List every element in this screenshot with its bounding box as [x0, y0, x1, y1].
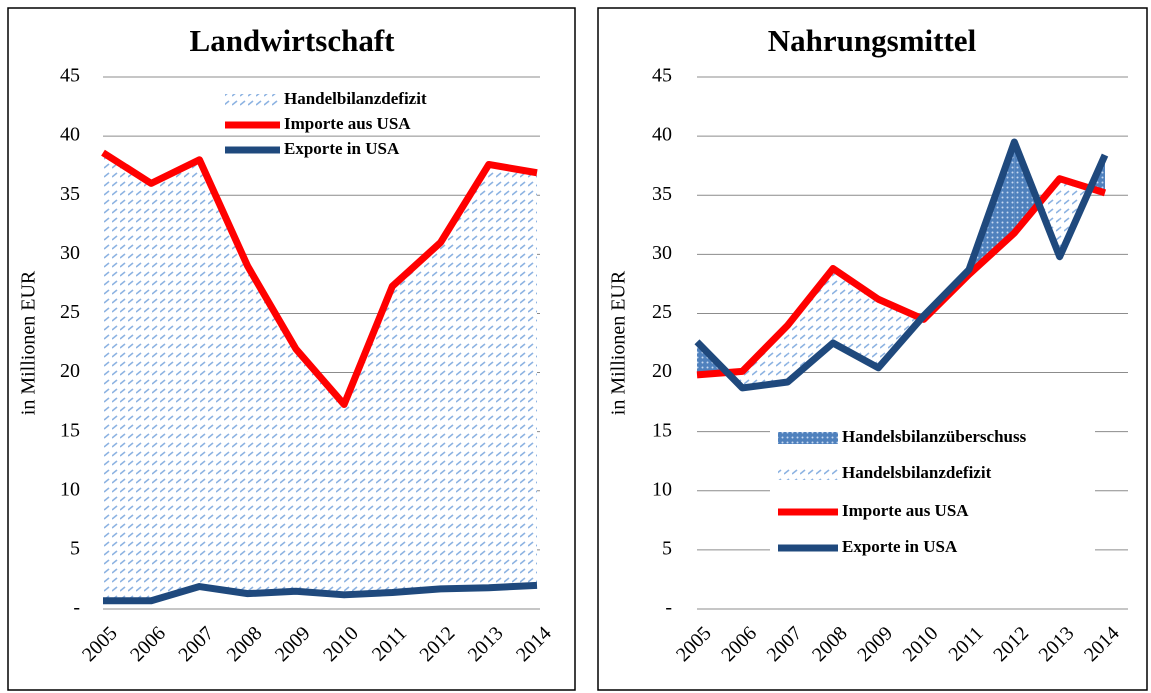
- y-tick-label: 10: [60, 478, 80, 500]
- x-tick-label: 2011: [944, 622, 987, 665]
- x-tick-label: 2006: [126, 622, 170, 666]
- y-tick-label: 15: [60, 419, 80, 441]
- x-tick-label: 2013: [464, 622, 508, 666]
- deficit-area: [440, 164, 489, 589]
- x-tick-label: 2006: [717, 622, 761, 666]
- y-tick-label: 5: [70, 537, 80, 559]
- x-tick-label: 2010: [319, 622, 363, 666]
- deficit-area: [103, 152, 152, 601]
- x-tick-label: 2014: [1080, 622, 1124, 666]
- legend-label: Handelsbilanzüberschuss: [842, 427, 1027, 446]
- deficit-area: [392, 242, 441, 593]
- y-tick-label: 45: [652, 65, 672, 87]
- line-series: [694, 138, 1109, 392]
- chart-title: Landwirtschaft: [190, 23, 396, 58]
- legend-label: Handelsbilanzdefizit: [842, 463, 992, 482]
- x-tick-label: 2009: [271, 622, 315, 666]
- x-tick-label: 2005: [78, 622, 122, 666]
- legend-swatch: [778, 468, 838, 480]
- x-tick-label: 2010: [899, 622, 943, 666]
- y-axis-label: in Millionen EUR: [608, 270, 630, 415]
- panel-border: [597, 7, 1148, 691]
- deficit-area: [295, 348, 345, 595]
- x-tick-label: 2012: [415, 622, 459, 666]
- y-tick-label: 20: [60, 360, 80, 382]
- y-tick-label: 10: [652, 478, 672, 500]
- legend-label: Exporte in USA: [842, 537, 958, 556]
- y-tick-label: 30: [652, 242, 672, 264]
- deficit-area: [199, 159, 248, 594]
- y-tick-label: 45: [60, 65, 80, 87]
- x-tick-label: 2008: [223, 622, 267, 666]
- chart-title: Nahrungsmittel: [768, 23, 977, 58]
- x-tick-label: 2005: [672, 622, 716, 666]
- x-tick-label: 2013: [1035, 622, 1079, 666]
- deficit-area: [344, 286, 393, 595]
- deficit-area: [247, 266, 296, 594]
- y-tick-label: 30: [60, 242, 80, 264]
- y-tick-label: 40: [652, 124, 672, 146]
- legend-label: Handelbilanzdefizit: [284, 89, 427, 108]
- legend-swatch: [778, 432, 838, 444]
- y-tick-label: 25: [60, 301, 80, 323]
- x-tick-label: 2009: [853, 622, 897, 666]
- x-tick-label: 2014: [512, 622, 556, 666]
- legend-box: [770, 422, 1095, 562]
- x-tick-label: 2007: [174, 622, 218, 666]
- x-tick-label: 2011: [368, 622, 411, 665]
- y-axis-label: in Millionen EUR: [18, 270, 40, 415]
- y-tick-label: 5: [662, 537, 672, 559]
- y-tick-label: 20: [652, 360, 672, 382]
- x-tick-label: 2007: [763, 622, 807, 666]
- y-tick-label: -: [73, 597, 80, 619]
- legend-swatch: [225, 94, 280, 106]
- deficit-area: [151, 159, 200, 601]
- y-tick-label: 15: [652, 419, 672, 441]
- y-tick-label: 25: [652, 301, 672, 323]
- line-series: [103, 581, 538, 605]
- panel-border: [7, 7, 576, 691]
- x-tick-label: 2008: [808, 622, 852, 666]
- y-tick-label: 35: [60, 183, 80, 205]
- line-series: [101, 149, 538, 408]
- deficit-area: [488, 164, 537, 588]
- legend-label: Exporte in USA: [284, 139, 400, 158]
- y-tick-label: 35: [652, 183, 672, 205]
- x-tick-label: 2012: [989, 622, 1033, 666]
- legend-label: Importe aus USA: [284, 114, 411, 133]
- y-tick-label: -: [665, 597, 672, 619]
- legend-label: Importe aus USA: [842, 501, 969, 520]
- y-tick-label: 40: [60, 124, 80, 146]
- deficit-area: [787, 268, 833, 383]
